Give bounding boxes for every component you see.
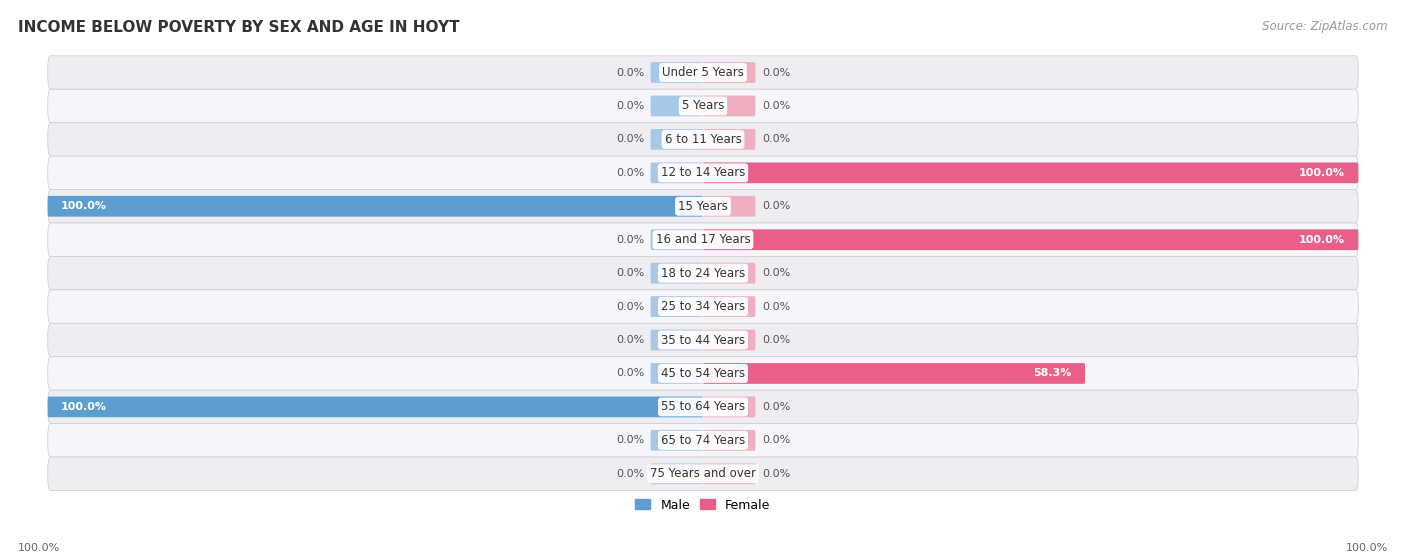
FancyBboxPatch shape	[48, 357, 1358, 390]
Text: 75 Years and over: 75 Years and over	[650, 467, 756, 480]
Text: 0.0%: 0.0%	[762, 68, 790, 78]
FancyBboxPatch shape	[651, 163, 703, 183]
Text: 100.0%: 100.0%	[60, 201, 107, 211]
FancyBboxPatch shape	[48, 457, 1358, 490]
Text: 0.0%: 0.0%	[762, 134, 790, 144]
Text: 65 to 74 Years: 65 to 74 Years	[661, 434, 745, 447]
Text: 0.0%: 0.0%	[616, 134, 644, 144]
Text: 100.0%: 100.0%	[60, 402, 107, 412]
FancyBboxPatch shape	[48, 190, 1358, 223]
FancyBboxPatch shape	[703, 430, 755, 451]
FancyBboxPatch shape	[48, 396, 703, 417]
FancyBboxPatch shape	[48, 89, 1358, 122]
Text: 0.0%: 0.0%	[616, 302, 644, 311]
Text: 0.0%: 0.0%	[762, 335, 790, 345]
FancyBboxPatch shape	[48, 323, 1358, 357]
Text: 100.0%: 100.0%	[1299, 168, 1346, 178]
Text: 55 to 64 Years: 55 to 64 Years	[661, 400, 745, 414]
FancyBboxPatch shape	[651, 229, 703, 250]
FancyBboxPatch shape	[651, 62, 703, 83]
Legend: Male, Female: Male, Female	[630, 494, 776, 517]
Text: 12 to 14 Years: 12 to 14 Years	[661, 167, 745, 179]
FancyBboxPatch shape	[703, 196, 755, 217]
Text: 35 to 44 Years: 35 to 44 Years	[661, 334, 745, 347]
Text: 6 to 11 Years: 6 to 11 Years	[665, 133, 741, 146]
Text: 0.0%: 0.0%	[762, 402, 790, 412]
FancyBboxPatch shape	[703, 396, 755, 417]
FancyBboxPatch shape	[651, 129, 703, 150]
FancyBboxPatch shape	[48, 196, 703, 217]
FancyBboxPatch shape	[703, 363, 1085, 384]
Text: 0.0%: 0.0%	[616, 368, 644, 378]
FancyBboxPatch shape	[48, 56, 1358, 89]
Text: 18 to 24 Years: 18 to 24 Years	[661, 267, 745, 280]
FancyBboxPatch shape	[703, 129, 755, 150]
Text: 0.0%: 0.0%	[762, 302, 790, 311]
Text: Source: ZipAtlas.com: Source: ZipAtlas.com	[1263, 20, 1388, 32]
Text: 100.0%: 100.0%	[18, 543, 60, 553]
Text: 100.0%: 100.0%	[1299, 235, 1346, 245]
Text: 0.0%: 0.0%	[762, 201, 790, 211]
FancyBboxPatch shape	[651, 463, 703, 484]
FancyBboxPatch shape	[48, 257, 1358, 290]
FancyBboxPatch shape	[651, 330, 703, 350]
Text: 0.0%: 0.0%	[616, 168, 644, 178]
Text: 0.0%: 0.0%	[616, 469, 644, 479]
FancyBboxPatch shape	[651, 96, 703, 116]
Text: 25 to 34 Years: 25 to 34 Years	[661, 300, 745, 313]
Text: 15 Years: 15 Years	[678, 200, 728, 213]
Text: 0.0%: 0.0%	[616, 435, 644, 446]
FancyBboxPatch shape	[703, 463, 755, 484]
Text: 0.0%: 0.0%	[762, 435, 790, 446]
FancyBboxPatch shape	[703, 163, 1358, 183]
FancyBboxPatch shape	[48, 424, 1358, 457]
Text: 58.3%: 58.3%	[1033, 368, 1071, 378]
FancyBboxPatch shape	[703, 263, 755, 283]
Text: 0.0%: 0.0%	[616, 68, 644, 78]
FancyBboxPatch shape	[703, 62, 755, 83]
Text: 16 and 17 Years: 16 and 17 Years	[655, 233, 751, 246]
Text: 0.0%: 0.0%	[616, 335, 644, 345]
Text: 0.0%: 0.0%	[762, 469, 790, 479]
FancyBboxPatch shape	[48, 156, 1358, 190]
FancyBboxPatch shape	[651, 263, 703, 283]
FancyBboxPatch shape	[703, 330, 755, 350]
Text: 0.0%: 0.0%	[616, 101, 644, 111]
FancyBboxPatch shape	[48, 122, 1358, 156]
Text: 100.0%: 100.0%	[1346, 543, 1388, 553]
FancyBboxPatch shape	[651, 363, 703, 384]
Text: 0.0%: 0.0%	[616, 235, 644, 245]
FancyBboxPatch shape	[48, 223, 1358, 257]
FancyBboxPatch shape	[651, 296, 703, 317]
Text: 45 to 54 Years: 45 to 54 Years	[661, 367, 745, 380]
FancyBboxPatch shape	[48, 390, 1358, 424]
Text: 0.0%: 0.0%	[762, 268, 790, 278]
Text: 0.0%: 0.0%	[616, 268, 644, 278]
FancyBboxPatch shape	[48, 290, 1358, 323]
Text: 5 Years: 5 Years	[682, 100, 724, 112]
FancyBboxPatch shape	[703, 296, 755, 317]
Text: 0.0%: 0.0%	[762, 101, 790, 111]
FancyBboxPatch shape	[703, 96, 755, 116]
Text: Under 5 Years: Under 5 Years	[662, 66, 744, 79]
FancyBboxPatch shape	[703, 229, 1358, 250]
FancyBboxPatch shape	[651, 430, 703, 451]
Text: INCOME BELOW POVERTY BY SEX AND AGE IN HOYT: INCOME BELOW POVERTY BY SEX AND AGE IN H…	[18, 20, 460, 35]
